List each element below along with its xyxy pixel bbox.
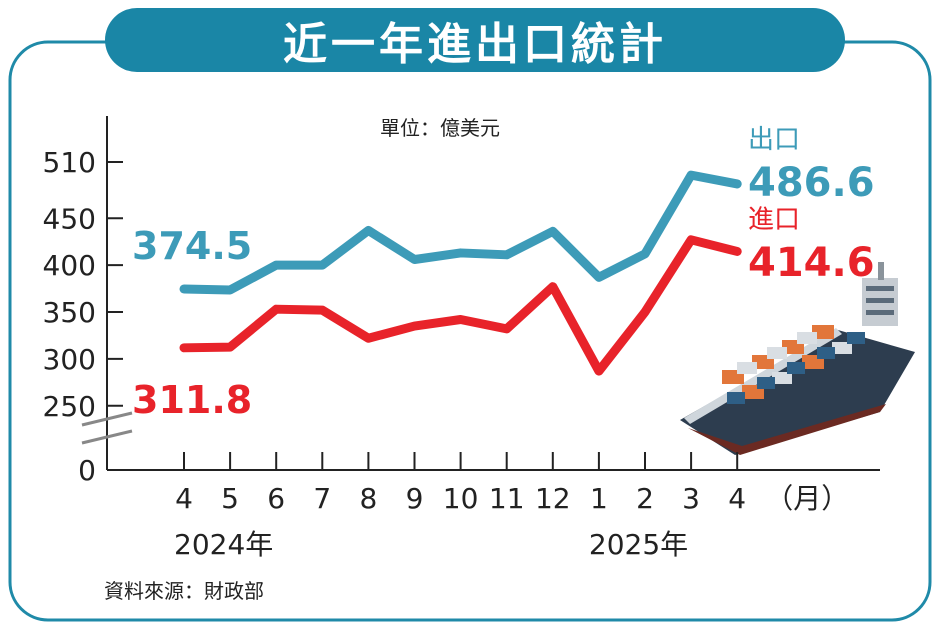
axis-break-mark <box>81 429 133 445</box>
x-tick-label: 3 <box>682 482 700 515</box>
y-tick-label: 450 <box>43 202 96 235</box>
x-tick-label: 2 <box>636 482 654 515</box>
first-value-label: 374.5 <box>132 224 252 268</box>
year-label: 2025年 <box>589 528 688 561</box>
last-value-label: 486.6 <box>748 160 875 206</box>
y-tick-label: 0 <box>78 454 96 487</box>
x-tick-label: 12 <box>535 482 571 515</box>
x-tick-label: 9 <box>406 482 424 515</box>
x-tick-label: 7 <box>313 482 331 515</box>
x-tick-label: 11 <box>489 482 525 515</box>
x-tick-label: 5 <box>221 482 239 515</box>
unit-label: 單位：億美元 <box>380 116 500 140</box>
y-tick-label: 300 <box>43 343 96 376</box>
title-banner <box>105 8 845 72</box>
import-series-line <box>179 235 742 376</box>
value-labels: 374.5 出口 486.6 311.8 進口 414.6 <box>132 125 875 422</box>
y-tick-label: 350 <box>43 296 96 329</box>
container-ship-illustration <box>680 262 915 455</box>
first-value-label: 311.8 <box>132 378 252 422</box>
legend-export: 出口 <box>748 125 800 155</box>
series-lines <box>179 170 742 376</box>
y-ticks: 510 450 400 350 300 250 0 <box>43 146 123 487</box>
x-tick-label: 1 <box>590 482 608 515</box>
x-ticks: 4 5 6 7 8 9 10 11 12 1 2 3 4 （月）2024年 2025年 <box>174 452 849 561</box>
x-unit-label: （月） <box>765 482 849 515</box>
axis-break-mark <box>81 411 133 427</box>
y-tick-label: 510 <box>43 146 96 179</box>
x-tick-label: 10 <box>443 482 479 515</box>
y-tick-label: 250 <box>43 390 96 423</box>
export-series-line <box>179 170 742 295</box>
y-tick-label: 400 <box>43 249 96 282</box>
x-tick-label: 4 <box>175 482 193 515</box>
x-tick-label: 4 <box>728 482 746 515</box>
year-label: 2024年 <box>174 528 273 561</box>
last-value-label: 414.6 <box>748 240 875 286</box>
x-tick-label: 6 <box>267 482 285 515</box>
source-note: 資料來源：財政部 <box>104 579 264 603</box>
legend-import: 進口 <box>748 205 800 235</box>
chart-title: 近一年進出口統計 <box>283 19 667 70</box>
x-tick-label: 8 <box>359 482 377 515</box>
